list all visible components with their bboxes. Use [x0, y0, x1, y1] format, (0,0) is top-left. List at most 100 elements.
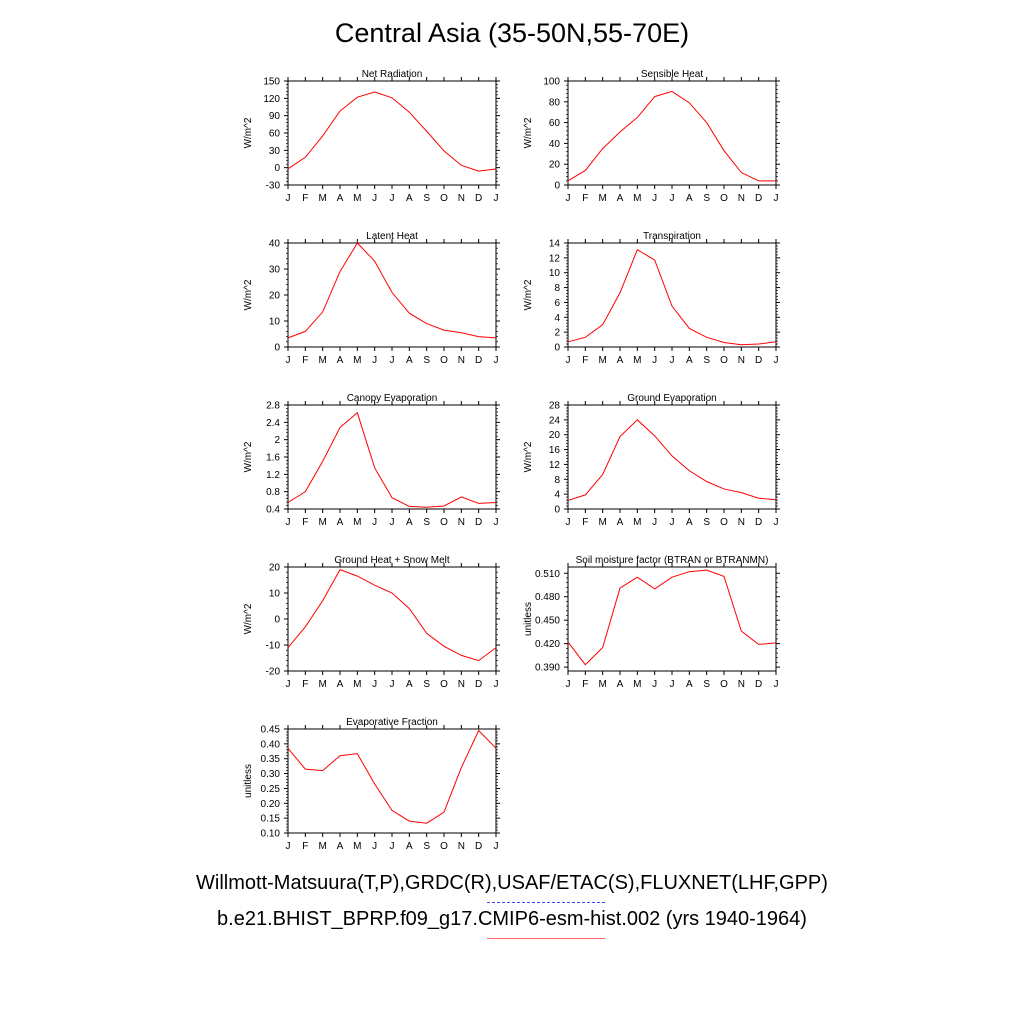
y-tick-label: 10: [269, 589, 281, 600]
y-tick-label: 2.4: [266, 418, 280, 429]
y-tick-label: 0.8: [266, 487, 280, 498]
x-tick-label: O: [720, 355, 728, 366]
legend-model-label: b.e21.BHIST_BPRP.f09_g17.CMIP6-esm-hist.…: [217, 908, 807, 930]
y-tick-label: 80: [549, 97, 561, 108]
y-tick-label: 30: [269, 146, 281, 157]
plot-frame: [567, 566, 777, 672]
x-tick-label: J: [372, 841, 377, 852]
x-tick-label: N: [738, 679, 745, 690]
x-tick-label: J: [774, 355, 779, 366]
x-tick-label: A: [337, 193, 344, 204]
y-axis-label: W/m^2: [243, 279, 254, 310]
x-tick-label: O: [440, 193, 448, 204]
x-tick-label: F: [302, 193, 308, 204]
y-tick-label: 4: [554, 490, 560, 501]
x-tick-label: M: [633, 517, 641, 528]
x-tick-label: J: [372, 193, 377, 204]
y-axis-label: unitless: [243, 764, 254, 798]
x-tick-label: J: [774, 517, 779, 528]
y-tick-label: 0.480: [535, 592, 560, 603]
y-tick-label: 100: [543, 77, 560, 88]
y-tick-label: 0.25: [261, 784, 281, 795]
x-tick-label: A: [617, 355, 624, 366]
series-line-model: [567, 248, 777, 346]
legend-model-line: [487, 938, 605, 939]
chart-title: Evaporative Fraction: [346, 717, 438, 728]
x-tick-label: S: [703, 355, 710, 366]
y-tick-label: 120: [263, 94, 280, 105]
y-tick-label: 20: [549, 430, 561, 441]
chart-latent-heat: Latent Heat W/m^2 0 10 20 30 40 J F M A M J J A S O N D J: [228, 218, 528, 383]
x-tick-label: N: [458, 193, 465, 204]
x-tick-label: A: [406, 679, 413, 690]
series-line-model: [287, 411, 497, 508]
x-tick-label: J: [566, 193, 571, 204]
y-tick-label: 28: [549, 401, 561, 412]
x-tick-label: S: [703, 193, 710, 204]
x-tick-label: D: [755, 355, 762, 366]
x-tick-label: O: [440, 679, 448, 690]
x-tick-label: A: [337, 355, 344, 366]
x-tick-label: J: [670, 679, 675, 690]
y-tick-label: 60: [269, 129, 281, 140]
x-tick-label: F: [582, 355, 588, 366]
chart-sensible-heat: Sensible Heat W/m^2 0 20 40 60 80 100 J F M A M J J A S O…: [508, 56, 808, 221]
x-tick-label: J: [372, 679, 377, 690]
plot-frame: [287, 242, 497, 348]
x-tick-label: A: [686, 355, 693, 366]
y-tick-label: 0.420: [535, 639, 560, 650]
x-tick-label: D: [475, 193, 482, 204]
y-tick-label: 60: [549, 118, 561, 129]
chart-ground-heat-snow-melt: Ground Heat + Snow Melt W/m^2 -20 -10 0 10 20 J…: [228, 542, 528, 707]
x-tick-label: M: [318, 355, 326, 366]
x-tick-label: M: [318, 841, 326, 852]
chart-title: Latent Heat: [366, 231, 418, 242]
x-tick-label: J: [652, 679, 657, 690]
x-tick-label: N: [738, 517, 745, 528]
plot-frame: [287, 80, 497, 186]
x-tick-label: F: [302, 355, 308, 366]
y-tick-label: 10: [549, 268, 561, 279]
x-tick-label: S: [423, 841, 430, 852]
series-line-model: [567, 569, 777, 666]
y-tick-label: 2: [554, 328, 560, 339]
y-tick-label: 0: [274, 615, 280, 626]
plot-area: Evaporative Fraction unitless 0.10 0.15 0.20…: [243, 717, 500, 852]
series-line-model: [287, 568, 497, 662]
y-tick-label: -30: [266, 181, 281, 192]
plot-frame: [567, 80, 777, 186]
x-tick-label: O: [720, 679, 728, 690]
x-tick-label: O: [440, 517, 448, 528]
x-tick-label: J: [494, 193, 499, 204]
x-tick-label: O: [720, 193, 728, 204]
x-tick-label: N: [458, 517, 465, 528]
x-tick-label: D: [755, 517, 762, 528]
x-tick-label: J: [372, 517, 377, 528]
x-tick-label: A: [337, 517, 344, 528]
x-tick-label: M: [318, 679, 326, 690]
x-tick-label: O: [440, 841, 448, 852]
y-tick-label: 8: [554, 475, 560, 486]
y-tick-label: 1.6: [266, 453, 280, 464]
y-tick-label: 12: [549, 460, 561, 471]
series-line-model: [567, 90, 776, 182]
plot-area: Soil moisture factor (BTRAN or BTRANMN) u…: [523, 555, 780, 690]
y-tick-label: 20: [269, 291, 281, 302]
y-axis-label: W/m^2: [523, 441, 534, 472]
x-tick-label: F: [302, 679, 308, 690]
x-tick-label: M: [598, 355, 606, 366]
x-tick-label: M: [318, 193, 326, 204]
x-tick-label: J: [670, 517, 675, 528]
x-tick-label: A: [337, 841, 344, 852]
x-tick-label: J: [286, 355, 291, 366]
y-tick-label: 0.30: [261, 769, 281, 780]
x-tick-label: A: [406, 841, 413, 852]
chart-title: Canopy Evaporation: [347, 393, 438, 404]
series-line-model: [287, 91, 497, 172]
x-tick-label: A: [406, 517, 413, 528]
x-tick-label: D: [475, 841, 482, 852]
chart-canopy-evaporation: Canopy Evaporation W/m^2 0.4 0.8 1.2 1.6 2 2.4 2…: [228, 380, 528, 545]
